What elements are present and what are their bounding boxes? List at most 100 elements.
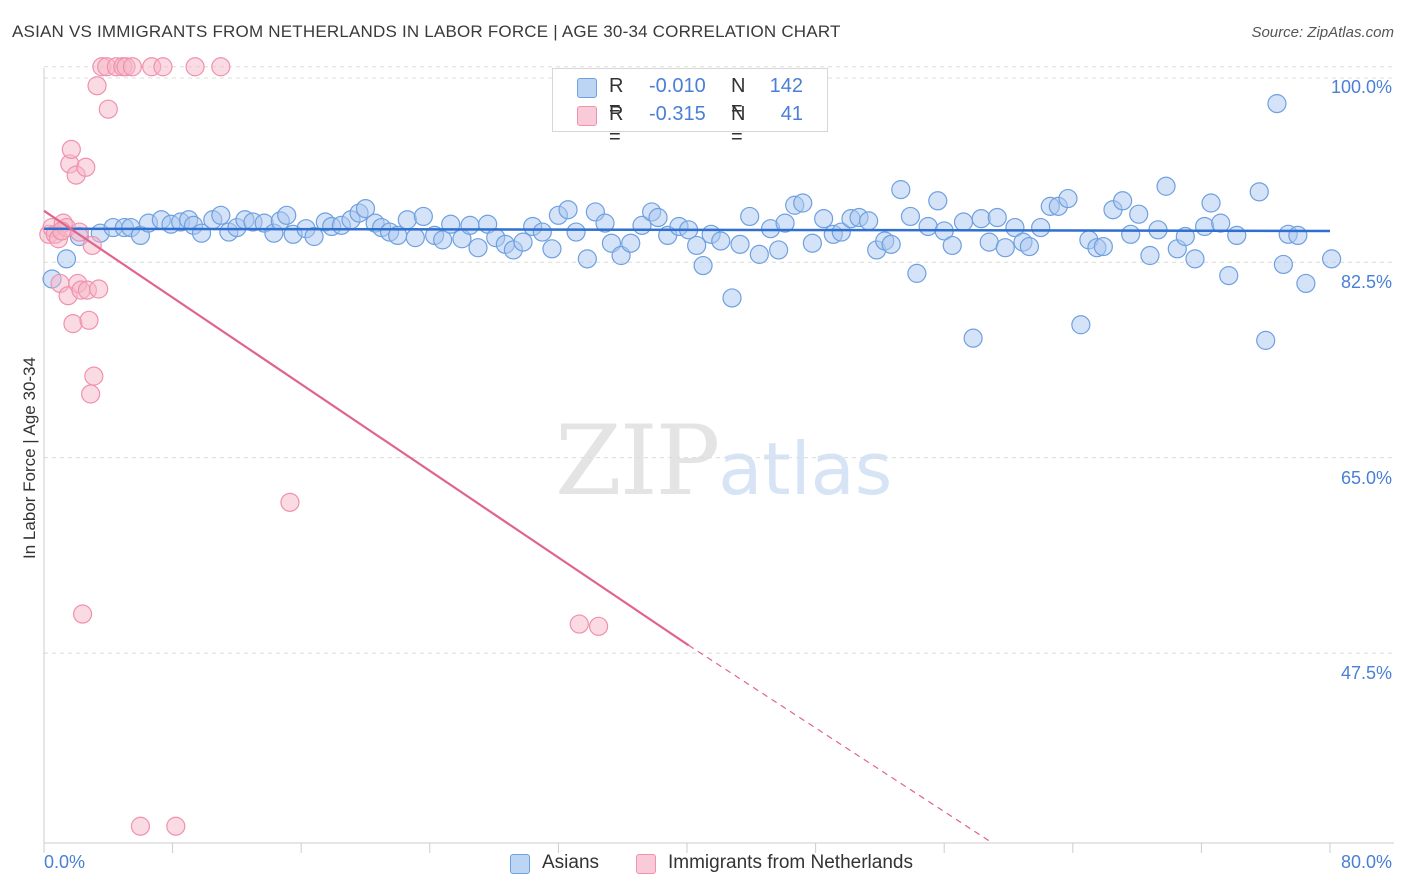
data-point (81, 384, 101, 404)
legend-n-value: 142 (769, 75, 803, 97)
data-point (971, 209, 991, 229)
data-point (1273, 254, 1293, 275)
data-point (1195, 216, 1215, 237)
watermark-atlas: atlas (718, 427, 893, 511)
data-point (907, 263, 927, 283)
data-point (1219, 266, 1239, 286)
data-point (730, 234, 750, 254)
bottom-legend-swatch-asians (510, 854, 530, 874)
data-point (1005, 217, 1025, 238)
data-point (963, 328, 983, 348)
data-point (891, 180, 911, 200)
data-point (577, 249, 597, 269)
data-point (595, 213, 615, 233)
data-point (1113, 191, 1133, 211)
data-point (1267, 94, 1287, 114)
data-point (153, 57, 173, 77)
data-point (76, 157, 96, 177)
trend-line-asians (43, 227, 1331, 233)
data-point (722, 288, 742, 308)
data-point (814, 209, 834, 229)
x-tick-label-min: 0.0% (44, 852, 86, 872)
data-point (1093, 236, 1113, 257)
y-tick-label: 65.0% (1340, 467, 1392, 488)
data-point (1031, 217, 1051, 238)
legend-swatch-netherlands (577, 106, 597, 126)
data-point (304, 226, 324, 247)
data-point (122, 57, 143, 77)
data-point (1129, 204, 1149, 224)
data-point (413, 206, 433, 227)
data-point (569, 614, 589, 634)
data-point (1140, 245, 1160, 266)
data-point (460, 215, 480, 235)
legend-n-label: N = (731, 103, 746, 148)
data-point (979, 232, 999, 252)
data-point (566, 222, 586, 242)
data-point (98, 99, 118, 119)
trend-line-netherlands-extension (688, 644, 993, 844)
y-axis-label: In Labor Force | Age 30-34 (20, 357, 39, 559)
data-point (1058, 188, 1078, 209)
data-point (1227, 225, 1247, 246)
legend-n-value: 41 (780, 103, 803, 125)
data-point (987, 207, 1007, 228)
axes (43, 68, 1394, 853)
chart-title: ASIAN VS IMMIGRANTS FROM NETHERLANDS IN … (12, 22, 841, 41)
data-point (918, 216, 938, 237)
data-point (831, 222, 851, 242)
data-point (1071, 315, 1091, 335)
bottom-legend-swatch-netherlands (636, 854, 656, 874)
data-point (558, 200, 578, 220)
data-point (1175, 226, 1195, 247)
data-point (693, 255, 713, 276)
data-point (185, 57, 205, 77)
data-point (995, 238, 1015, 258)
data-point (942, 235, 962, 256)
data-point (89, 279, 109, 299)
data-point (775, 213, 795, 233)
data-point (56, 249, 77, 269)
data-point (793, 193, 813, 213)
legend-n-label: N = (731, 75, 746, 120)
data-point (1322, 249, 1342, 269)
data-point (1249, 182, 1269, 202)
data-point (84, 366, 104, 386)
data-point (1256, 330, 1276, 350)
data-point (513, 232, 533, 252)
y-tick-label: 100.0% (1330, 76, 1392, 97)
bottom-legend-label-asians: Asians (542, 852, 600, 873)
data-point (397, 210, 417, 230)
data-point (648, 207, 668, 228)
data-point (588, 616, 609, 636)
data-point (687, 235, 707, 256)
data-point (542, 239, 562, 259)
data-point (130, 816, 151, 836)
data-point (211, 57, 231, 77)
data-point (740, 206, 760, 227)
data-point (928, 191, 948, 211)
data-point (166, 816, 186, 836)
series-asians (42, 94, 1342, 350)
data-point (881, 234, 901, 254)
data-point (355, 199, 376, 219)
data-point (63, 314, 83, 334)
data-point (532, 222, 552, 242)
data-point (953, 212, 974, 232)
y-tick-label: 82.5% (1340, 272, 1392, 293)
data-point (405, 228, 425, 248)
data-point (900, 206, 921, 227)
data-point (1185, 249, 1205, 269)
data-point (1121, 224, 1141, 244)
watermark-zip: ZIP (555, 405, 720, 517)
data-point (1156, 176, 1176, 196)
y-tick-label: 47.5% (1340, 663, 1392, 684)
bottom-legend-label-netherlands: Immigrants from Netherlands (668, 852, 913, 873)
legend-r-value: -0.315 (649, 103, 706, 125)
data-point (802, 233, 822, 253)
legend-r-label: R = (609, 75, 624, 120)
legend-r-value: -0.010 (649, 75, 706, 97)
data-point (1296, 273, 1316, 294)
data-point (1288, 225, 1308, 246)
data-point (433, 230, 453, 250)
